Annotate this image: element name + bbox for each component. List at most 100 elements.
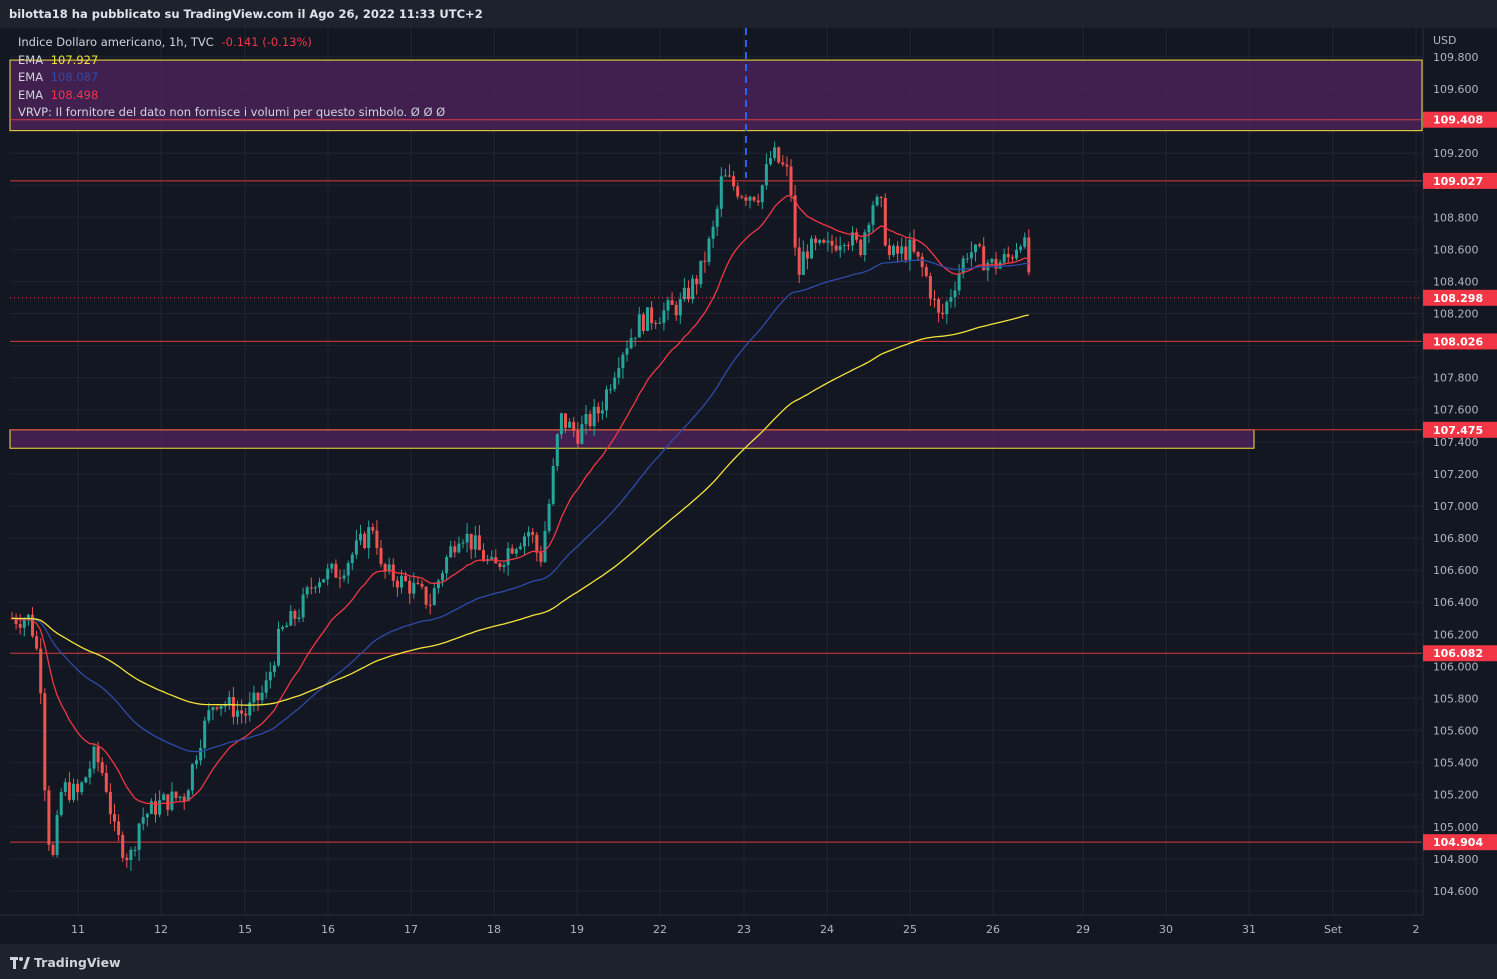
candle-body xyxy=(793,195,797,248)
candle-body xyxy=(141,817,145,824)
level-price-tag-text: 108.026 xyxy=(1433,335,1483,348)
ema-slow-line[interactable] xyxy=(11,314,1029,706)
price-tick-label: 106.200 xyxy=(1433,628,1479,641)
last-price-tag[interactable] xyxy=(1423,289,1497,306)
candle-body xyxy=(391,564,395,581)
candle-body xyxy=(207,710,211,721)
candle-body xyxy=(760,185,764,203)
price-tick-label: 106.400 xyxy=(1433,596,1479,609)
candle-body xyxy=(969,252,973,259)
candle-body xyxy=(264,680,268,693)
candle-body xyxy=(555,434,559,467)
legend-symbol-row: Indice Dollaro americano, 1h, TVC -0.141… xyxy=(18,34,445,52)
candle-body xyxy=(539,552,543,562)
candle-body xyxy=(711,226,715,239)
candle-body xyxy=(769,158,772,165)
candle-body xyxy=(297,617,301,619)
tradingview-logo[interactable]: TradingView xyxy=(10,955,121,970)
price-axis[interactable] xyxy=(1423,28,1497,944)
level-price-tag[interactable] xyxy=(1423,333,1497,350)
candle-body xyxy=(252,692,256,703)
currency-label: USD xyxy=(1433,34,1457,47)
candle-body xyxy=(732,176,736,187)
candle-body xyxy=(900,246,904,254)
supply-demand-zone[interactable] xyxy=(9,429,1255,449)
candle-body xyxy=(982,246,986,271)
candle-body xyxy=(96,746,100,763)
candle-body xyxy=(424,586,428,605)
candle-body xyxy=(477,535,481,551)
price-chart[interactable]: USD 104.600 104.800 105.000 105.200 105.400 10… xyxy=(0,28,1497,944)
legend-ema-row[interactable]: EMA 108.498 xyxy=(18,87,445,105)
ema-mid-line[interactable] xyxy=(11,259,1029,753)
supply-demand-zone[interactable] xyxy=(9,59,1423,132)
candle-body xyxy=(350,554,354,564)
candle-body xyxy=(974,244,977,253)
candle-body xyxy=(867,224,871,233)
price-tick-label: 107.200 xyxy=(1433,468,1479,481)
ema-fast-line[interactable] xyxy=(11,195,1030,806)
candle-body xyxy=(215,707,219,709)
candle-body xyxy=(285,625,289,628)
candle-body xyxy=(896,245,900,254)
candle-body xyxy=(572,421,576,431)
candle-body xyxy=(715,208,719,227)
candle-body xyxy=(158,800,162,815)
candle-body xyxy=(18,624,22,628)
time-tick-label: 29 xyxy=(1076,923,1090,936)
candle-body xyxy=(670,300,674,305)
candle-body xyxy=(432,588,436,606)
price-tick-label: 108.200 xyxy=(1433,308,1479,321)
level-price-tag[interactable] xyxy=(1423,421,1497,438)
legend-ema-row[interactable]: EMA 108.087 xyxy=(18,69,445,87)
candle-body xyxy=(137,823,141,850)
candle-body xyxy=(887,245,891,256)
level-price-tag[interactable] xyxy=(1423,645,1497,662)
candle-body xyxy=(990,258,994,263)
time-tick-label: Set xyxy=(1324,923,1343,936)
brand-name: TradingView xyxy=(34,955,121,970)
candle-body xyxy=(289,610,293,626)
candle-body xyxy=(699,260,703,285)
legend-ema-row[interactable]: EMA 107.927 xyxy=(18,52,445,70)
candle-body xyxy=(190,764,194,791)
candle-body xyxy=(92,746,96,769)
candle-body xyxy=(674,304,678,316)
candle-body xyxy=(928,276,932,299)
candle-body xyxy=(506,548,510,566)
candle-body xyxy=(178,796,182,798)
candle-body xyxy=(961,258,965,274)
legend-vrvp-row[interactable]: VRVP: Il fornitore del dato non fornisce… xyxy=(18,104,445,122)
candle-body xyxy=(113,814,116,822)
candle-body xyxy=(338,577,342,579)
time-tick-label: 16 xyxy=(321,923,335,936)
candle-body xyxy=(658,322,662,324)
price-tick-label: 104.800 xyxy=(1433,853,1479,866)
candle-body xyxy=(916,251,920,257)
candle-body xyxy=(842,245,846,247)
candle-body xyxy=(334,563,338,578)
candle-body xyxy=(957,273,961,291)
symbol-label[interactable]: Indice Dollaro americano, 1h, TVC xyxy=(18,35,214,49)
candle-body xyxy=(531,532,535,535)
candle-body xyxy=(879,196,883,198)
level-price-tag-text: 109.408 xyxy=(1433,114,1483,127)
candle-body xyxy=(576,430,580,444)
ema-label: EMA xyxy=(18,52,44,67)
level-price-tag[interactable] xyxy=(1423,834,1497,851)
candle-body xyxy=(445,557,449,574)
candle-body xyxy=(236,710,239,717)
candle-body xyxy=(617,368,621,378)
ema-value: 108.498 xyxy=(50,87,99,102)
candle-body xyxy=(1006,254,1010,258)
candle-body xyxy=(502,565,506,567)
candle-body xyxy=(851,232,854,246)
candle-body xyxy=(39,648,43,694)
candle-body xyxy=(592,406,596,427)
level-price-tag[interactable] xyxy=(1423,111,1497,128)
candle-body xyxy=(1015,249,1018,259)
candle-body xyxy=(145,813,149,818)
level-price-tag[interactable] xyxy=(1423,172,1497,189)
candle-body xyxy=(605,389,608,411)
price-tick-label: 105.400 xyxy=(1433,757,1479,770)
